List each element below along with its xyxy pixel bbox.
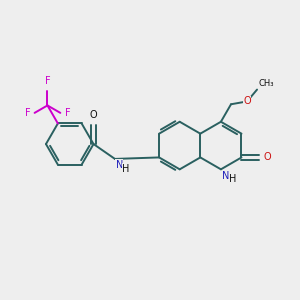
Text: O: O xyxy=(243,96,251,106)
Text: H: H xyxy=(229,174,237,184)
Text: H: H xyxy=(122,164,129,174)
Text: N: N xyxy=(222,170,230,181)
Text: O: O xyxy=(90,110,97,120)
Text: H: H xyxy=(122,164,129,174)
Text: O: O xyxy=(264,152,272,162)
Text: CH₃: CH₃ xyxy=(259,80,274,88)
Text: F: F xyxy=(25,108,30,118)
Text: F: F xyxy=(45,76,50,86)
Text: N: N xyxy=(116,160,123,170)
Text: N: N xyxy=(116,160,123,170)
Text: F: F xyxy=(65,108,70,118)
